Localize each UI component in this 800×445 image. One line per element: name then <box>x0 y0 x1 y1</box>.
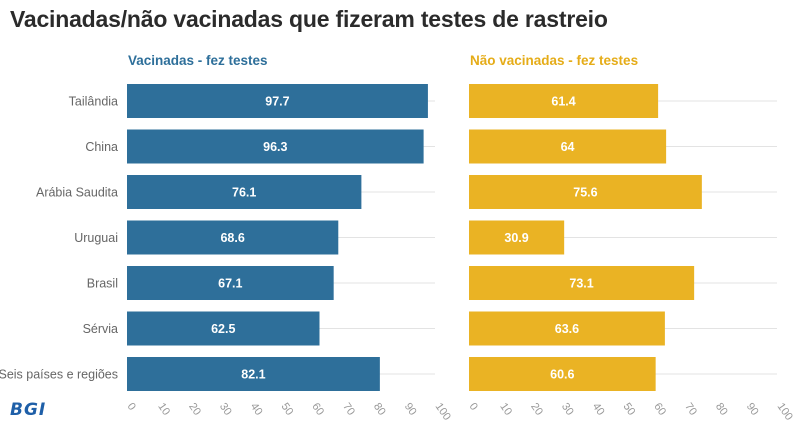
x-tick-label: 20 <box>528 401 545 418</box>
x-tick-label: 90 <box>744 401 761 418</box>
bar <box>469 175 702 209</box>
panel-title-unvaccinated: Não vacinadas - fez testes <box>470 53 639 68</box>
bar <box>127 175 362 209</box>
chart-title: Vacinadas/não vacinadas que fizeram test… <box>10 6 608 32</box>
bar <box>469 311 665 346</box>
x-tick-label: 40 <box>248 401 265 418</box>
bar <box>127 129 424 164</box>
data-label: 67.1 <box>218 277 242 291</box>
category-label: Arábia Saudita <box>36 186 118 200</box>
category-label: Tailândia <box>69 95 118 109</box>
x-tick-label: 100 <box>433 401 453 423</box>
data-label: 68.6 <box>220 231 244 245</box>
x-tick-label: 40 <box>590 401 607 418</box>
bar <box>127 84 428 118</box>
data-label: 96.3 <box>263 140 287 154</box>
bar <box>469 266 695 300</box>
category-label: Sérvia <box>83 322 118 336</box>
x-tick-label: 20 <box>186 401 203 418</box>
bar <box>127 311 320 346</box>
data-label: 97.7 <box>265 95 289 109</box>
category-label: Brasil <box>87 277 118 291</box>
x-tick-label: 70 <box>682 401 699 418</box>
x-tick-label: 90 <box>402 401 419 418</box>
category-label: Uruguai <box>74 231 118 245</box>
bar <box>469 220 565 255</box>
x-tick-label: 60 <box>309 401 326 418</box>
x-tick-label: 60 <box>651 401 668 418</box>
data-label: 30.9 <box>504 231 528 245</box>
panel-title-vaccinated: Vacinadas - fez testes <box>128 53 268 68</box>
data-label: 64 <box>561 140 575 154</box>
x-tick-label: 0 <box>125 401 138 413</box>
x-tick-label: 50 <box>621 401 638 418</box>
bar <box>127 266 334 300</box>
bar <box>469 357 656 391</box>
bar <box>127 220 339 255</box>
x-tick-label: 100 <box>775 401 795 423</box>
x-tick-label: 30 <box>559 401 576 418</box>
data-label: 76.1 <box>232 186 256 200</box>
data-label: 63.6 <box>555 322 579 336</box>
bar <box>469 84 659 118</box>
x-tick-label: 10 <box>497 401 514 418</box>
x-tick-label: 80 <box>371 401 388 418</box>
category-label: China <box>85 140 118 154</box>
data-label: 61.4 <box>551 95 575 109</box>
bar <box>127 357 380 391</box>
data-label: 75.6 <box>573 186 597 200</box>
x-tick-label: 70 <box>340 401 357 418</box>
x-tick-label: 10 <box>155 401 172 418</box>
category-label: Seis países e regiões <box>0 368 118 382</box>
bgi-logo: BGI <box>10 400 47 420</box>
data-label: 73.1 <box>569 277 593 291</box>
data-label: 82.1 <box>241 368 265 382</box>
data-label: 60.6 <box>550 368 574 382</box>
bar <box>469 129 667 164</box>
data-label: 62.5 <box>211 322 235 336</box>
x-tick-label: 30 <box>217 401 234 418</box>
x-tick-label: 80 <box>713 401 730 418</box>
x-tick-label: 50 <box>279 401 296 418</box>
x-tick-label: 0 <box>467 401 480 413</box>
